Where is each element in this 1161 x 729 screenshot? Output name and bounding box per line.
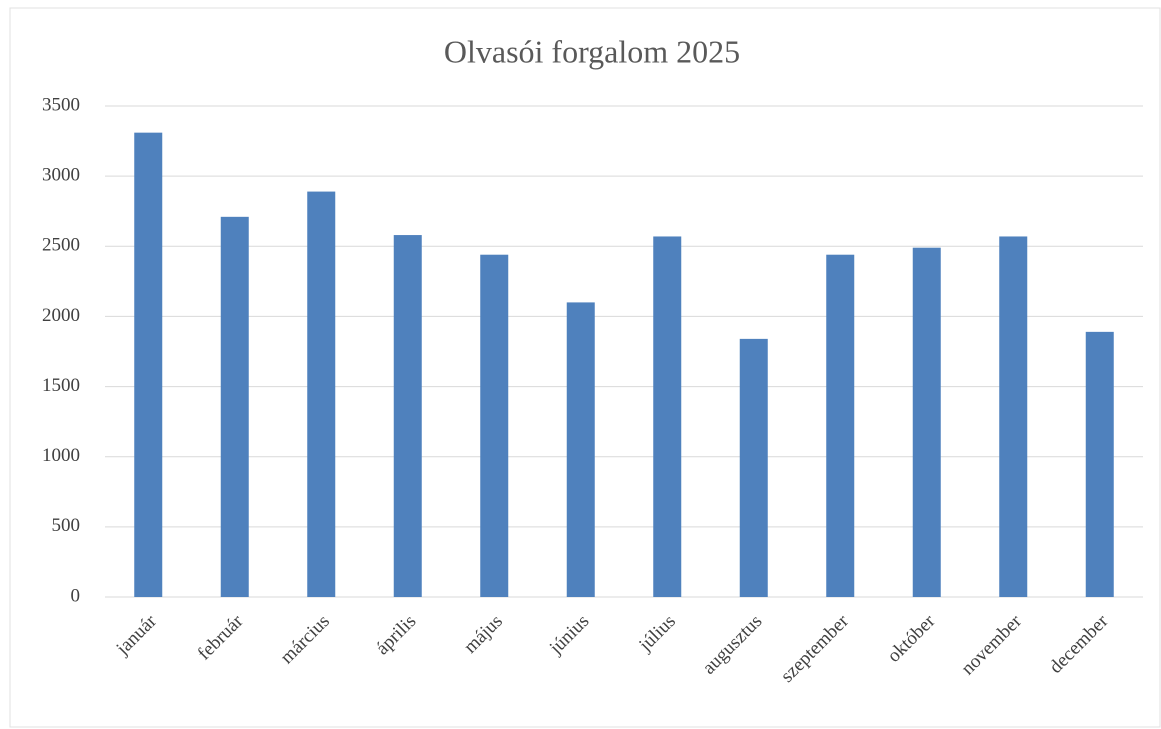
bar xyxy=(999,236,1028,598)
bar xyxy=(566,302,595,597)
bar xyxy=(480,254,509,597)
bar xyxy=(1085,331,1114,597)
bar xyxy=(912,247,941,597)
y-tick-label: 1500 xyxy=(42,375,80,396)
y-tick-label: 3500 xyxy=(42,94,80,115)
bar xyxy=(653,236,682,598)
bar xyxy=(134,132,163,597)
bar xyxy=(220,216,249,597)
y-tick-label: 500 xyxy=(52,515,81,536)
y-tick-label: 3000 xyxy=(42,165,80,186)
y-tick-label: 0 xyxy=(71,585,81,606)
chart-title: Olvasói forgalom 2025 xyxy=(444,33,740,69)
y-tick-label: 2500 xyxy=(42,235,80,256)
y-tick-label: 1000 xyxy=(42,445,80,466)
bar xyxy=(307,191,336,597)
bar xyxy=(739,338,768,597)
bar xyxy=(393,235,422,597)
y-tick-label: 2000 xyxy=(42,305,80,326)
bar xyxy=(826,254,855,597)
